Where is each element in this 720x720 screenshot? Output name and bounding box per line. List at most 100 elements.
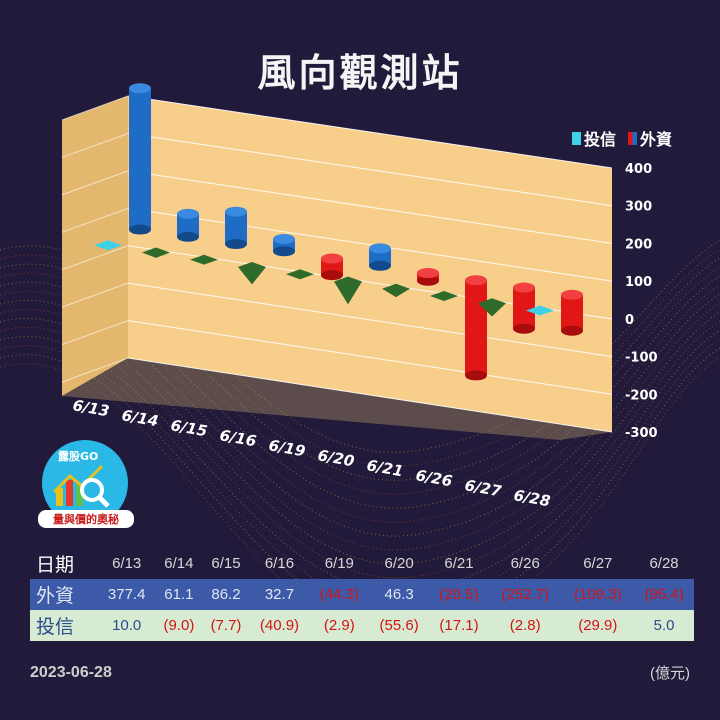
table-header-cell: 6/14 (164, 555, 194, 572)
foreign-bar-base (321, 270, 343, 281)
x-tick-label: 6/28 (512, 486, 551, 510)
table-row-trust: 投信 10.0 (9.0) (7.7) (40.9) (2.9) (55.6) (17.1)… (30, 610, 694, 641)
brand-logo: 露股GO 量與價的奧秘 (38, 440, 150, 532)
legend-label-trust: 投信 (583, 130, 616, 149)
table-cell-trust: (55.6) (379, 617, 419, 634)
table-cell-trust: (2.9) (323, 617, 355, 634)
table-header-cell: 6/20 (384, 555, 414, 572)
data-table: 日期 6/13 6/14 6/15 6/16 6/19 6/20 6/21 6/26 6/27 6… (30, 548, 694, 641)
y-tick-label: 300 (625, 200, 652, 215)
table-cell-trust: 5.0 (653, 617, 675, 634)
chart-legend: 投信 外資 (571, 126, 672, 150)
table-header-cell: 6/19 (324, 555, 354, 572)
foreign-bar-cap (129, 83, 151, 94)
x-tick-label: 6/26 (414, 466, 453, 490)
foreign-bar-base (225, 239, 247, 250)
gridline (127, 357, 613, 433)
foreign-bar-cap (369, 243, 391, 254)
table-header-cell: 6/15 (211, 555, 241, 572)
foreign-bar (129, 88, 151, 230)
gridline-side (61, 245, 129, 271)
foreign-bar (369, 248, 391, 266)
x-tick-label: 6/19 (267, 436, 306, 460)
table-cell-foreign: 377.4 (107, 586, 146, 603)
unit-label: (億元) (650, 665, 690, 682)
report-date: 2023-06-28 (30, 664, 112, 681)
foreign-bar-cap (513, 282, 535, 293)
foreign-bar-base (417, 275, 439, 286)
foreign-bar (513, 287, 535, 329)
table-cell-foreign: 46.3 (384, 586, 414, 603)
wave-line (0, 293, 720, 537)
foreign-bar-cap (465, 275, 487, 286)
table-cell-trust: 10.0 (112, 617, 142, 634)
legend-item-foreign: 外資 (627, 126, 672, 150)
gridline-side (61, 357, 129, 383)
legend-swatch-foreign (627, 131, 637, 145)
foreign-bar-base (369, 260, 391, 271)
trust-bar (430, 291, 458, 302)
trust-bar (382, 283, 410, 298)
foreign-bar-base (561, 325, 583, 336)
gridline-side (61, 320, 129, 346)
y-tick-label: 400 (625, 162, 652, 177)
gridline (127, 282, 613, 358)
legend-item-trust: 投信 (571, 126, 616, 150)
gridline (127, 207, 613, 282)
trust-bar (238, 261, 266, 285)
legend-label-foreign: 外資 (639, 130, 672, 149)
foreign-bar (561, 294, 583, 331)
gridline (127, 132, 613, 207)
table-cell-trust: (9.0) (163, 617, 195, 634)
x-tick-label: 6/15 (169, 416, 208, 440)
legend-swatch-trust (571, 131, 581, 145)
foreign-bar-cap (225, 206, 247, 217)
table-header-row: 日期 6/13 6/14 6/15 6/16 6/19 6/20 6/21 6/26 6/27 6… (30, 548, 694, 579)
gridline-side (61, 95, 129, 121)
table-row-foreign: 外資 377.4 61.1 86.2 32.7 (44.3) 46.3 (20.5) (252… (30, 579, 694, 610)
table-cell-trust: (7.7) (210, 617, 242, 634)
x-tick-label: 6/16 (218, 426, 257, 450)
table-cell-foreign: (44.3) (319, 586, 359, 603)
x-tick-label: 6/21 (365, 456, 404, 480)
foreign-bar-base (177, 231, 199, 242)
page-title: 風向觀測站 (257, 51, 463, 95)
table-cell-foreign: 86.2 (211, 586, 241, 603)
trust-bar (94, 240, 122, 251)
foreign-bar-cap (417, 268, 439, 279)
trust-bar (478, 298, 506, 317)
table-header-cell: 6/27 (583, 555, 613, 572)
table-row-label-foreign: 外資 (36, 586, 75, 607)
foreign-bar-base (465, 370, 487, 381)
table-header-cell: 6/28 (649, 555, 679, 572)
gridline (127, 95, 613, 169)
trust-bar (142, 247, 170, 258)
table-cell-trust: (17.1) (439, 617, 479, 634)
x-tick-label: 6/27 (463, 476, 503, 500)
y-tick-label: 100 (625, 275, 652, 290)
x-tick-label: 6/20 (316, 446, 355, 470)
trust-bar (286, 269, 314, 280)
y-tick-label: -100 (625, 351, 658, 366)
trust-bar (334, 276, 362, 305)
foreign-bar-cap (321, 253, 343, 264)
chart-side-wall (62, 96, 128, 396)
foreign-bar-base (513, 323, 535, 334)
table-header-cell: 6/16 (264, 555, 295, 572)
table-cell-foreign: (95.4) (644, 586, 684, 603)
table-cell-foreign: (109.3) (574, 586, 622, 603)
logo-brand-name: 露股GO (58, 450, 99, 463)
table-cell-trust: (29.9) (578, 617, 618, 634)
table-cell-foreign: 32.7 (264, 586, 295, 603)
wave-line (0, 338, 720, 607)
gridline-side (61, 132, 129, 158)
y-tick-label: -200 (625, 388, 658, 403)
table-header-cell: 6/21 (444, 555, 474, 572)
table-header-label: 日期 (36, 555, 75, 576)
wave-line (0, 329, 720, 593)
trust-bar (190, 254, 218, 265)
foreign-bar (177, 213, 199, 237)
table-cell-trust: (40.9) (259, 617, 300, 634)
y-tick-label: -300 (625, 426, 658, 441)
trust-bar (526, 305, 554, 316)
